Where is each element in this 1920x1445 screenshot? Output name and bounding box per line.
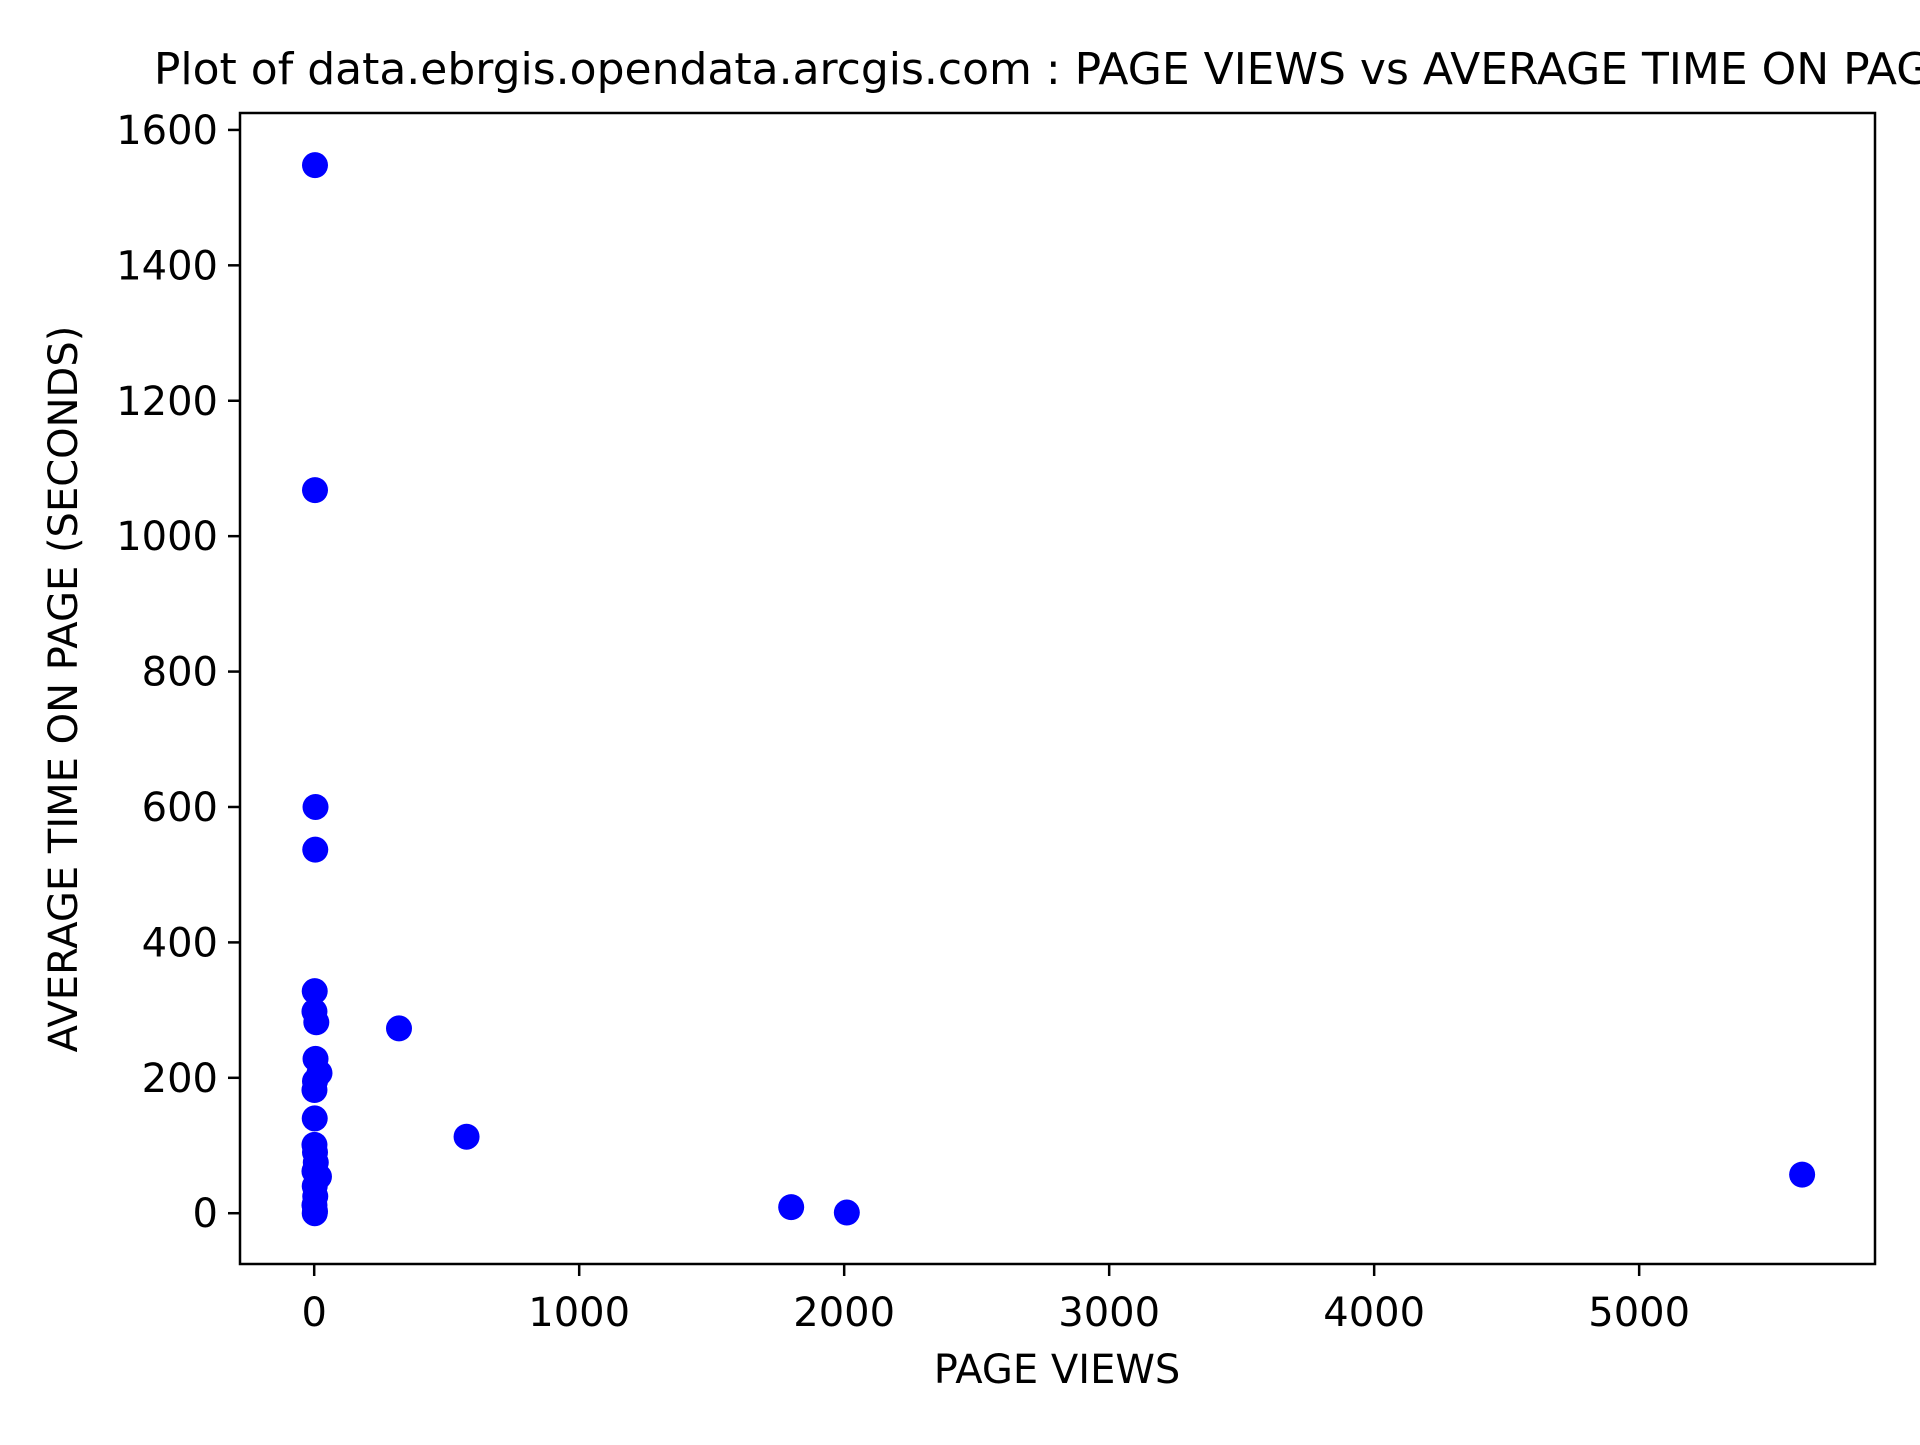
y-tick-label: 1600 [116, 108, 218, 154]
y-axis-label: AVERAGE TIME ON PAGE (SECONDS) [41, 326, 87, 1053]
data-point [301, 477, 328, 504]
y-tick-label: 1000 [116, 514, 218, 560]
data-point [833, 1199, 860, 1226]
y-tick-label: 600 [142, 785, 218, 831]
plot-area-frame [238, 111, 1877, 1266]
y-tick-label: 800 [142, 650, 218, 696]
data-point [1789, 1161, 1816, 1188]
data-point [302, 836, 329, 863]
x-tick-label: 0 [301, 1290, 326, 1336]
data-point [301, 978, 328, 1005]
data-point [301, 152, 328, 179]
data-point [301, 1076, 328, 1103]
y-axis: 0 200 400 600 800 1000 1200 1400 1600 [116, 108, 240, 1237]
x-axis-label: PAGE VIEWS [934, 1347, 1181, 1393]
x-axis: 0 1000 2000 3000 4000 5000 [301, 1264, 1690, 1336]
y-tick-label: 0 [193, 1191, 218, 1237]
y-tick-label: 400 [142, 920, 218, 966]
data-point [778, 1194, 805, 1221]
x-tick-label: 2000 [793, 1290, 895, 1336]
y-tick-label: 1400 [116, 243, 218, 289]
chart-title: Plot of data.ebrgis.opendata.arcgis.com … [154, 44, 1920, 95]
y-tick-label: 1200 [116, 379, 218, 425]
x-tick-label: 3000 [1058, 1290, 1160, 1336]
data-point [453, 1123, 480, 1150]
x-tick-label: 5000 [1588, 1290, 1690, 1336]
x-tick-label: 1000 [528, 1290, 630, 1336]
data-point [385, 1015, 412, 1042]
y-tick-label: 200 [142, 1056, 218, 1102]
x-tick-label: 4000 [1323, 1290, 1425, 1336]
data-points [301, 152, 1816, 1227]
data-point [301, 1200, 328, 1227]
data-point [303, 1009, 330, 1036]
data-point [302, 793, 329, 820]
data-point [301, 1105, 328, 1132]
